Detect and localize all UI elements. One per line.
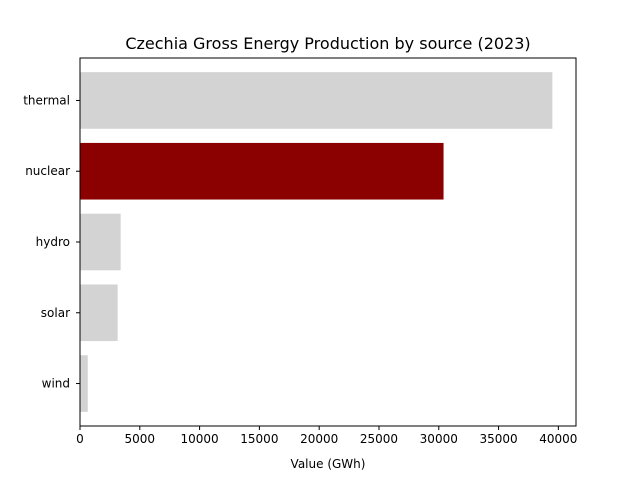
- bar-hydro: [80, 213, 121, 271]
- y-tick-label-solar: solar: [41, 306, 70, 320]
- y-tick-label-wind: wind: [42, 377, 70, 391]
- bar-thermal: [80, 72, 553, 129]
- x-axis-title: Value (GWh): [291, 457, 366, 471]
- x-axis: 0 5000 10000 15000 20000 25000 30000 35000 40000: [76, 426, 577, 446]
- bar-wind: [80, 355, 88, 412]
- x-tick-label-40000: 40000: [539, 432, 577, 446]
- y-tick-label-hydro: hydro: [36, 235, 70, 249]
- x-tick-label-20000: 20000: [300, 432, 338, 446]
- x-tick-label-30000: 30000: [420, 432, 458, 446]
- x-tick-label-5000: 5000: [125, 432, 156, 446]
- x-tick-label-0: 0: [76, 432, 84, 446]
- bar-nuclear: [80, 142, 444, 200]
- y-axis: thermal nuclear hydro solar wind: [23, 93, 80, 391]
- x-tick-label-35000: 35000: [479, 432, 517, 446]
- bars-group: [80, 72, 553, 412]
- y-tick-label-thermal: thermal: [23, 93, 70, 107]
- x-tick-label-10000: 10000: [180, 432, 218, 446]
- x-tick-label-15000: 15000: [240, 432, 278, 446]
- y-tick-label-nuclear: nuclear: [25, 164, 70, 178]
- x-tick-label-25000: 25000: [360, 432, 398, 446]
- chart-title: Czechia Gross Energy Production by sourc…: [125, 34, 530, 53]
- bar-solar: [80, 284, 118, 342]
